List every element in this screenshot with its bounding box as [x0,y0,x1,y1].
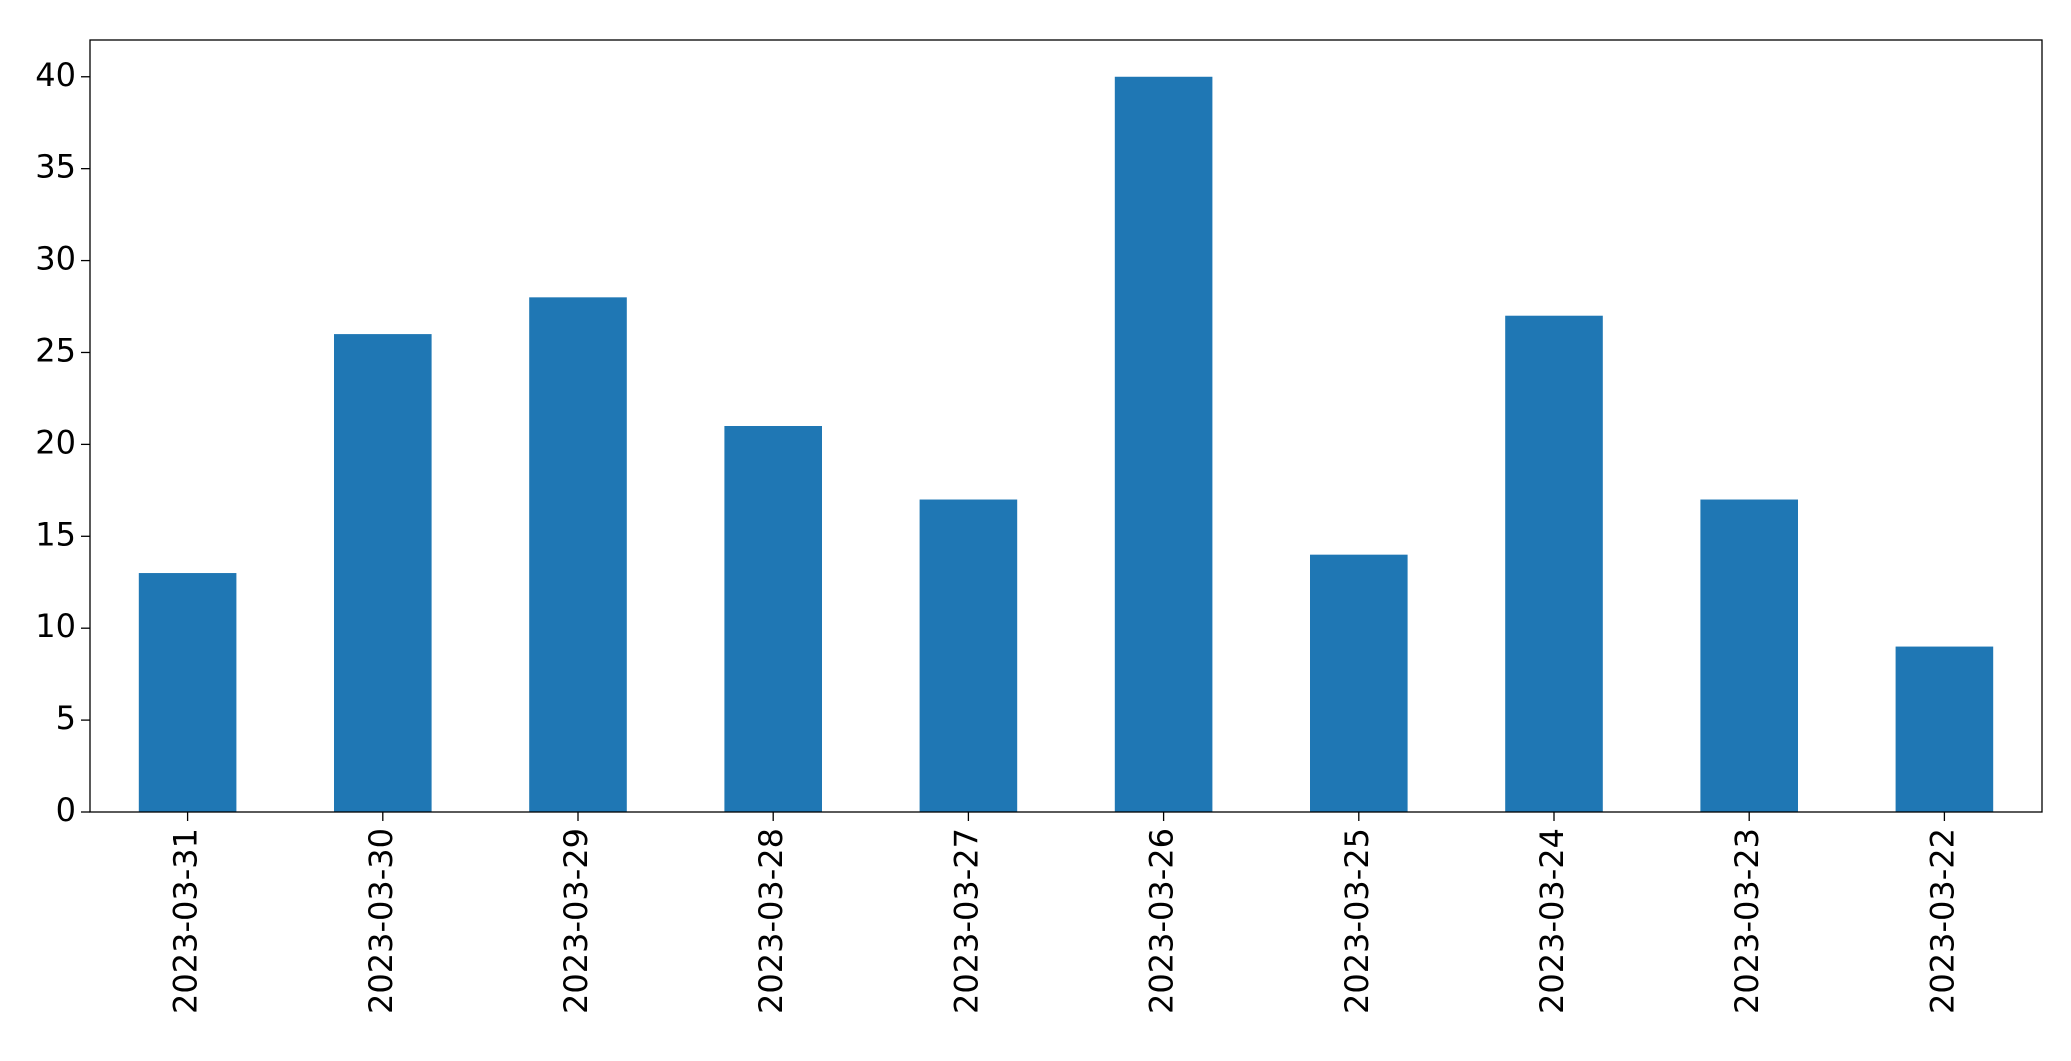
y-tick-label: 0 [56,791,76,829]
y-tick-label: 40 [35,56,76,94]
x-tick-label: 2023-03-25 [1338,828,1376,1014]
x-tick-label: 2023-03-27 [947,828,985,1014]
bar [1700,499,1798,812]
x-tick-label: 2023-03-28 [752,828,790,1014]
x-tick-label: 2023-03-29 [557,828,595,1014]
y-tick-label: 30 [35,240,76,278]
x-tick-label: 2023-03-23 [1728,828,1766,1014]
x-tick-label: 2023-03-24 [1533,828,1571,1014]
y-tick-label: 35 [35,148,76,186]
bar [1895,646,1994,812]
y-tick-label: 10 [35,607,76,645]
bar [919,499,1018,812]
bar [138,573,237,812]
y-tick-label: 15 [35,515,76,553]
plot-frame [89,39,2043,813]
bar [334,334,432,812]
y-tick-label: 5 [56,699,76,737]
x-tick-label: 2023-03-22 [1923,828,1961,1014]
bar [724,426,822,812]
y-tick-label: 25 [35,331,76,369]
x-tick-label: 2023-03-30 [362,828,400,1014]
bar [1310,554,1408,812]
x-tick-label: 2023-03-31 [167,828,205,1014]
x-tick-label: 2023-03-26 [1143,828,1181,1014]
bar [1114,76,1213,812]
y-tick-label: 20 [35,423,76,461]
bar [1505,315,1603,812]
bar [529,297,627,812]
